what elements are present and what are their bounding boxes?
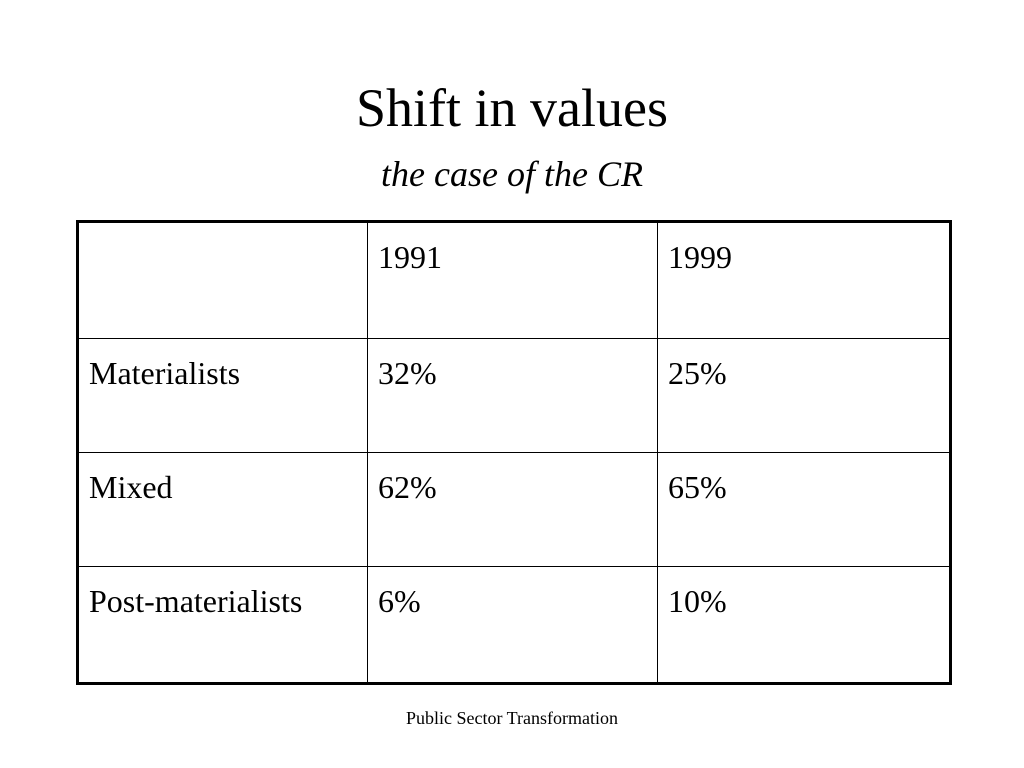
slide-footer: Public Sector Transformation — [406, 708, 618, 728]
slide-subtitle: the case of the CR — [381, 154, 643, 194]
table-row-label: Post-materialists — [77, 566, 368, 684]
table-cell: 65% — [657, 451, 951, 568]
slide-title: Shift in values — [356, 78, 668, 138]
table-cell: 32% — [367, 337, 658, 453]
table-row: Post-materialists 6% 10% — [77, 566, 951, 684]
table-header-cell: 1999 — [657, 221, 951, 339]
table-row: Materialists 32% 25% — [77, 337, 951, 453]
table-cell: 25% — [657, 337, 951, 453]
table-cell: 10% — [657, 566, 951, 684]
values-table: 1991 1999 Materialists 32% 25% Mixed 62%… — [76, 220, 952, 685]
table-row-label: Mixed — [77, 451, 368, 568]
table-header-row: 1991 1999 — [77, 221, 951, 339]
table-cell: 62% — [367, 451, 658, 568]
table-row-label: Materialists — [77, 337, 368, 453]
table-header-cell — [77, 221, 368, 339]
table-cell: 6% — [367, 566, 658, 684]
table-header-cell: 1991 — [367, 221, 658, 339]
table-row: Mixed 62% 65% — [77, 451, 951, 568]
